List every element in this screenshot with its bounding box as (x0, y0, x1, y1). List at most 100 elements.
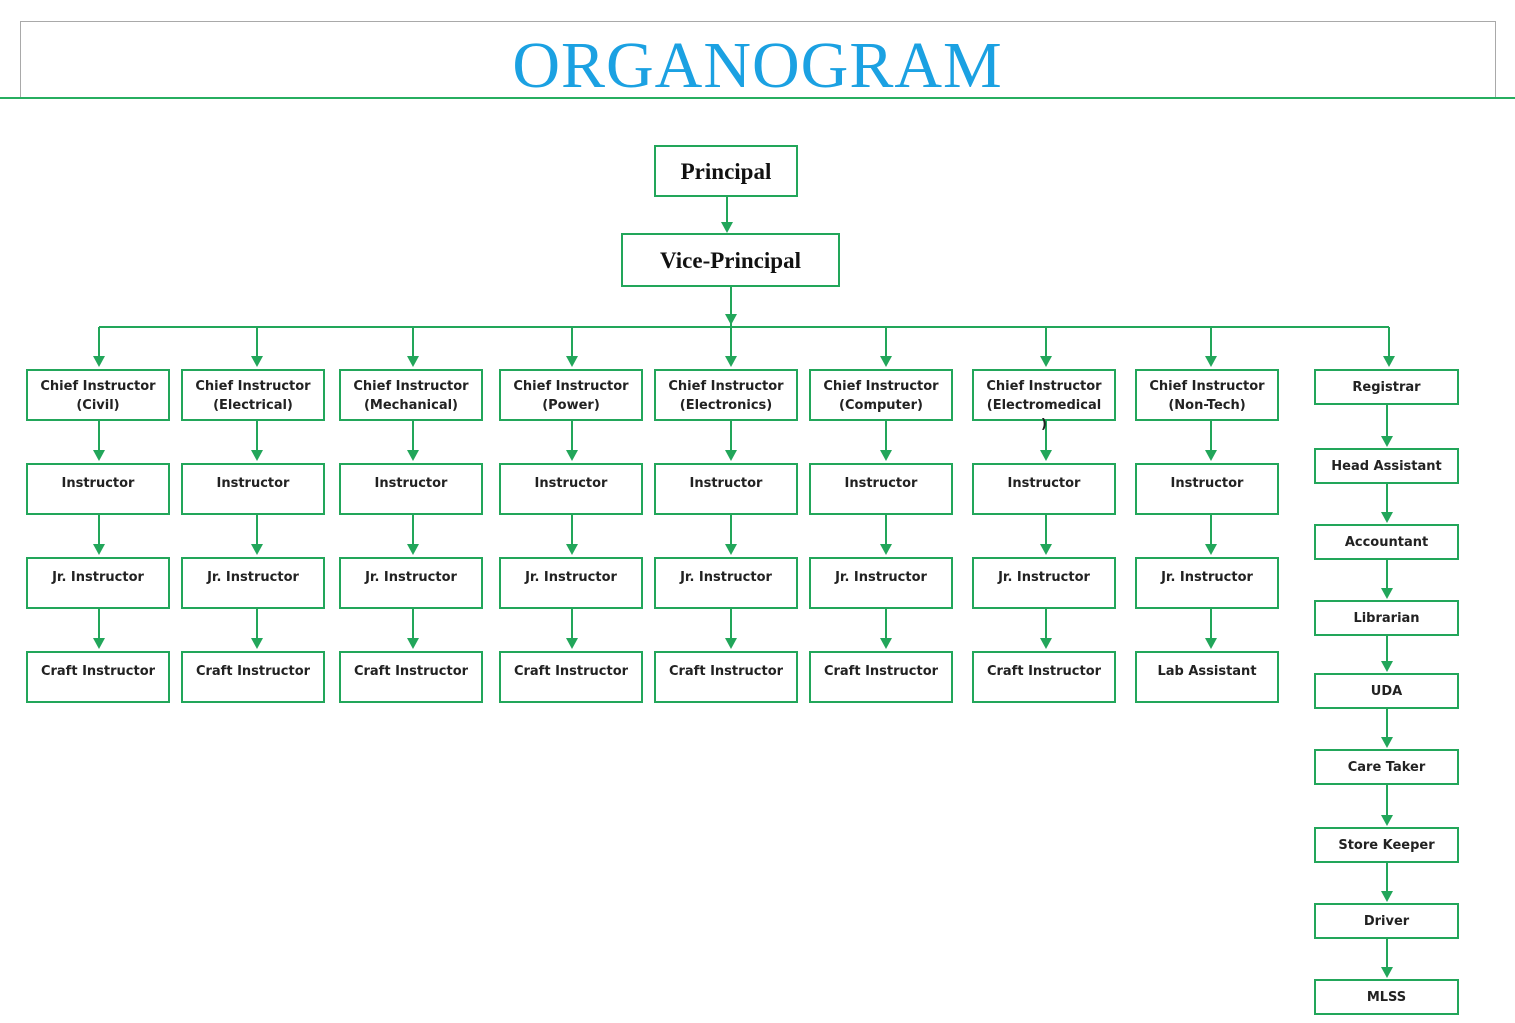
instructor-label: Instructor (375, 474, 448, 493)
chief-instructor-box: Chief Instructor (Electromedical ) (972, 369, 1116, 421)
arrowhead (1381, 815, 1393, 826)
arrowhead (880, 638, 892, 649)
craft-instructor-label: Craft Instructor (514, 662, 628, 681)
craft-instructor-box: Craft Instructor (181, 651, 325, 703)
craft-instructor-label: Craft Instructor (196, 662, 310, 681)
arrowhead (725, 356, 737, 367)
chief-instructor-label: Chief Instructor (Non-Tech) (1149, 377, 1264, 415)
vice-principal-box: Vice-Principal (621, 233, 840, 287)
jr-instructor-box: Jr. Instructor (809, 557, 953, 609)
arrowhead (725, 544, 737, 555)
jr-instructor-label: Jr. Instructor (525, 568, 617, 587)
care-taker-label: Care Taker (1348, 758, 1426, 777)
arrowhead (251, 638, 263, 649)
arrowhead (93, 356, 105, 367)
arrowhead (251, 450, 263, 461)
jr-instructor-label: Jr. Instructor (680, 568, 772, 587)
jr-instructor-label: Jr. Instructor (52, 568, 144, 587)
instructor-label: Instructor (1171, 474, 1244, 493)
arrowhead (880, 356, 892, 367)
arrowhead (566, 450, 578, 461)
jr-instructor-label: Jr. Instructor (1161, 568, 1253, 587)
registrar-box: Registrar (1314, 369, 1459, 405)
craft-instructor-label: Craft Instructor (987, 662, 1101, 681)
arrowhead (880, 450, 892, 461)
instructor-box: Instructor (339, 463, 483, 515)
arrowhead (407, 638, 419, 649)
jr-instructor-box: Jr. Instructor (181, 557, 325, 609)
uda-label: UDA (1371, 682, 1402, 701)
accountant-label: Accountant (1345, 533, 1428, 552)
head-assistant-box: Head Assistant (1314, 448, 1459, 484)
arrowhead (1205, 544, 1217, 555)
jr-instructor-label: Jr. Instructor (365, 568, 457, 587)
craft-instructor-box: Craft Instructor (654, 651, 798, 703)
chief-instructor-box: Chief Instructor (Power) (499, 369, 643, 421)
instructor-box: Instructor (809, 463, 953, 515)
craft-instructor-box: Craft Instructor (499, 651, 643, 703)
care-taker-box: Care Taker (1314, 749, 1459, 785)
chief-instructor-box: Chief Instructor (Electronics) (654, 369, 798, 421)
instructor-label: Instructor (845, 474, 918, 493)
instructor-label: Instructor (535, 474, 608, 493)
arrowhead (251, 544, 263, 555)
jr-instructor-box: Jr. Instructor (26, 557, 170, 609)
arrowhead (1040, 450, 1052, 461)
arrowhead (725, 638, 737, 649)
jr-instructor-box: Jr. Instructor (654, 557, 798, 609)
arrowhead (1381, 661, 1393, 672)
chief-instructor-box: Chief Instructor (Computer) (809, 369, 953, 421)
instructor-label: Instructor (1008, 474, 1081, 493)
arrowhead (725, 450, 737, 461)
arrowhead (566, 356, 578, 367)
arrowhead (407, 450, 419, 461)
chief-instructor-box: Chief Instructor (Electrical) (181, 369, 325, 421)
instructor-box: Instructor (972, 463, 1116, 515)
arrowhead (880, 544, 892, 555)
jr-instructor-label: Jr. Instructor (207, 568, 299, 587)
arrowhead (721, 222, 733, 233)
vice-principal-label: Vice-Principal (660, 251, 801, 270)
arrowhead (1205, 450, 1217, 461)
chief-instructor-label: Chief Instructor (Electronics) (668, 377, 783, 415)
jr-instructor-box: Jr. Instructor (1135, 557, 1279, 609)
mlss-label: MLSS (1367, 988, 1406, 1007)
chief-instructor-box: Chief Instructor (Mechanical) (339, 369, 483, 421)
librarian-label: Librarian (1353, 609, 1419, 628)
craft-instructor-label: Lab Assistant (1157, 662, 1256, 681)
instructor-box: Instructor (499, 463, 643, 515)
craft-instructor-box: Craft Instructor (339, 651, 483, 703)
driver-label: Driver (1364, 912, 1409, 931)
arrowhead (1383, 356, 1395, 367)
jr-instructor-label: Jr. Instructor (998, 568, 1090, 587)
arrowhead (93, 544, 105, 555)
arrowhead (725, 314, 737, 325)
arrowhead (1381, 737, 1393, 748)
arrowhead (566, 638, 578, 649)
arrowhead (1381, 967, 1393, 978)
arrowhead (1381, 891, 1393, 902)
arrowhead (566, 544, 578, 555)
store-keeper-label: Store Keeper (1338, 836, 1434, 855)
jr-instructor-label: Jr. Instructor (835, 568, 927, 587)
arrowhead (1381, 436, 1393, 447)
arrowhead (1040, 638, 1052, 649)
instructor-box: Instructor (1135, 463, 1279, 515)
arrowhead (407, 544, 419, 555)
craft-instructor-box: Craft Instructor (26, 651, 170, 703)
librarian-box: Librarian (1314, 600, 1459, 636)
head-assistant-label: Head Assistant (1331, 457, 1442, 476)
arrowhead (1381, 588, 1393, 599)
craft-instructor-box: Lab Assistant (1135, 651, 1279, 703)
chief-instructor-label: Chief Instructor (Mechanical) (353, 377, 468, 415)
craft-instructor-label: Craft Instructor (41, 662, 155, 681)
mlss-box: MLSS (1314, 979, 1459, 1015)
jr-instructor-box: Jr. Instructor (339, 557, 483, 609)
instructor-box: Instructor (654, 463, 798, 515)
chief-instructor-label: Chief Instructor (Power) (513, 377, 628, 415)
chief-instructor-box: Chief Instructor (Non-Tech) (1135, 369, 1279, 421)
instructor-box: Instructor (181, 463, 325, 515)
arrowhead (1040, 544, 1052, 555)
arrowhead (251, 356, 263, 367)
instructor-box: Instructor (26, 463, 170, 515)
